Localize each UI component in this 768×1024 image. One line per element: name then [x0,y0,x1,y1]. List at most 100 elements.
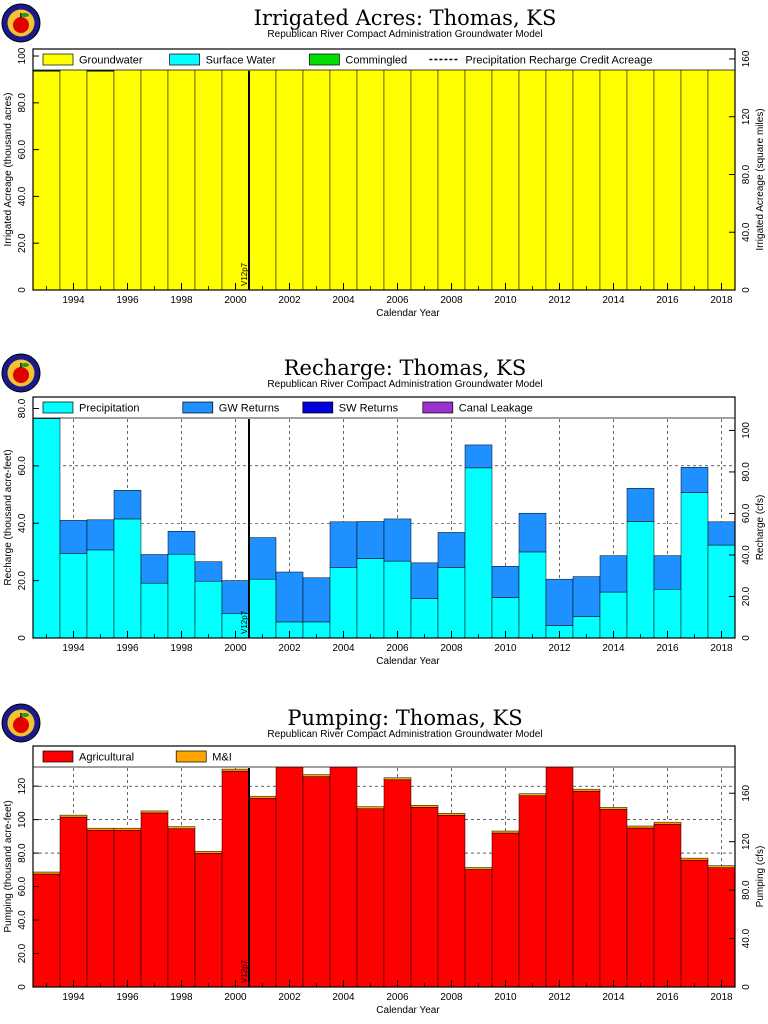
legend-swatch [42,750,74,763]
bar-groundwater [32,70,61,291]
legend-label: Agricultural [79,752,134,764]
legend-label: Precipitation Recharge Credit Acreage [465,55,652,67]
marker-label: V12p7 [240,262,249,286]
y-axis-title: Pumping (thousand acre-feet) [3,800,14,932]
y-right-tick-label: 100 [741,422,752,439]
bar-gw-returns [194,561,223,582]
bar-m-i [680,857,709,861]
bar-m-i [167,826,196,829]
bars [32,747,736,988]
x-tick-label: 2006 [386,992,409,1003]
y-tick-label: 40.0 [17,186,28,206]
y-tick-label: 80.0 [17,93,28,113]
y-tick-label: 60.0 [17,876,28,896]
plot-frame [32,396,736,639]
x-tick-label: 2014 [602,643,625,654]
x-tick-label: 2016 [656,992,679,1003]
bar-agricultural [113,829,142,988]
bar-agricultural [653,823,682,988]
bar-agricultural [572,790,601,988]
bar-gw-returns [680,467,709,493]
x-tick-label: 2012 [548,992,571,1003]
y-right-tick-label: 0 [741,635,752,641]
bar-gw-returns [626,487,655,522]
bar-gw-returns [464,444,493,469]
bar-m-i [599,807,628,810]
bar-precipitation [59,553,88,639]
logo-apple [13,367,29,383]
y-tick-label: 20.0 [17,233,28,253]
y-right-tick-label: 20.0 [741,586,752,606]
bar-groundwater [572,64,601,291]
y-axis-right-title: Irrigated Acreage (square miles) [755,108,766,250]
legend: Groundwater Surface Water Commingled Precip… [33,49,735,71]
bar-groundwater [437,63,466,291]
apple-logo-icon [1,3,41,43]
bar-groundwater [113,62,142,291]
bar-agricultural [221,770,250,988]
y-axis-right: 0 40.0 80.0 120 160 [729,784,752,990]
legend-swatch [42,401,74,414]
bar-groundwater [59,63,88,291]
x-axis: 1994 1996 1998 2000 2002 2004 2006 2008 2010 2012… [46,980,733,1003]
x-tick-label: 2016 [656,643,679,654]
bar-m-i [464,867,493,870]
x-tick-label: 2004 [332,295,355,306]
bar-agricultural [302,776,331,988]
bar-precipitation [626,521,655,639]
bar-m-i [383,777,412,781]
y-right-tick-label: 80.0 [741,164,752,184]
bar-groundwater [599,60,628,291]
legend-label: GW Returns [219,403,280,415]
bar-gw-returns [572,576,601,617]
x-tick-label: 2008 [440,643,463,654]
marker-label: V12p7 [240,610,249,634]
y-tick-label: 100 [17,811,28,828]
bar-gw-returns [653,555,682,590]
y-tick-label: 100 [17,47,28,64]
plot-frame [32,745,736,988]
bar-precipitation [383,560,412,639]
x-tick-label: 2010 [494,992,517,1003]
bar-m-i [140,810,169,814]
bar-precipitation [464,467,493,639]
y-axis-left: 0 20.0 40.0 60.0 80.0 100 [17,47,39,293]
y-right-tick-label: 80.0 [741,462,752,482]
y-axis-right-title: Recharge (cfs) [755,495,766,561]
y-axis-right: 0 20.0 40.0 60.0 80.0 100 [729,422,752,641]
logo-leaf [21,363,29,367]
y-right-tick-label: 0 [741,984,752,990]
bar-groundwater [167,63,196,291]
bar-agricultural [140,812,169,988]
bar-gw-returns [248,537,277,580]
bar-gw-returns [545,578,574,626]
y-right-tick-label: 120 [741,108,752,125]
x-tick-label: 1998 [170,992,193,1003]
y-right-tick-label: 80.0 [741,880,752,900]
bar-precipitation [329,567,358,639]
bars [32,396,736,639]
y-right-tick-label: 40.0 [741,222,752,242]
legend-swatch [169,53,200,66]
y-tick-label: 60.0 [17,139,28,159]
bar-gw-returns [59,520,88,554]
legend-label: Commingled [345,55,407,67]
x-tick-label: 2016 [656,295,679,306]
bar-agricultural [329,765,358,988]
bar-gw-returns [167,531,196,555]
bar-precipitation [707,544,736,639]
x-tick-label: 1994 [62,643,85,654]
plot-frame [32,48,736,291]
bar-groundwater [707,51,736,291]
bar-precipitation [167,553,196,639]
bar-agricultural [437,815,466,988]
x-tick-label: 2012 [548,643,571,654]
y-right-tick-label: 160 [741,50,752,67]
legend-background [33,49,735,70]
bar-groundwater [410,63,439,291]
bar-gw-returns [86,519,115,551]
y-right-tick-label: 40.0 [741,545,752,565]
bar-m-i [707,865,736,868]
